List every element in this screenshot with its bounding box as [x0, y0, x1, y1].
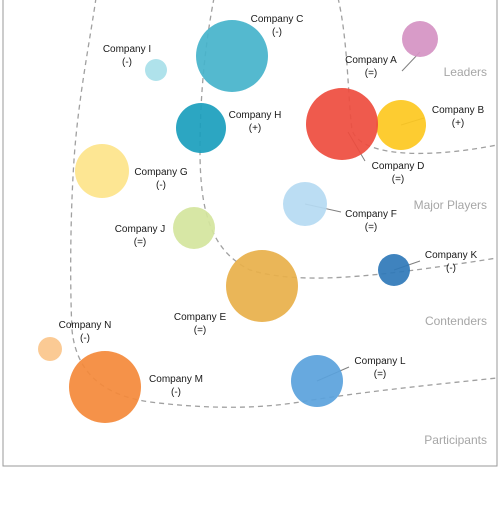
bubble-company-a — [402, 21, 438, 57]
company-label-company-c: Company C — [251, 14, 304, 25]
company-change-company-h: (+) — [249, 123, 262, 134]
company-label-company-m: Company M — [149, 374, 203, 385]
bubble-company-d — [306, 88, 378, 160]
bubble-company-n — [38, 337, 62, 361]
zone-label-major-players: Major Players — [414, 198, 487, 212]
company-change-company-d: (=) — [392, 174, 405, 185]
company-change-company-g: (-) — [156, 180, 166, 191]
bubble-company-f — [283, 182, 327, 226]
zone-boundary-1 — [70, 0, 498, 408]
company-change-company-b: (+) — [452, 118, 465, 129]
company-label-company-n: Company N — [59, 320, 112, 331]
zone-label-contenders: Contenders — [425, 314, 487, 328]
company-change-company-i: (-) — [122, 57, 132, 68]
company-label-company-k: Company K — [425, 250, 478, 261]
bubble-company-k — [378, 254, 410, 286]
zone-label-leaders: Leaders — [444, 65, 487, 79]
company-change-company-m: (-) — [171, 387, 181, 398]
company-change-company-f: (=) — [365, 222, 378, 233]
company-label-company-f: Company F — [345, 209, 397, 220]
bubble-company-e — [226, 250, 298, 322]
company-change-company-e: (=) — [194, 325, 207, 336]
bubble-company-b — [376, 100, 426, 150]
company-label-company-e: Company E — [174, 312, 227, 323]
company-label-company-j: Company J — [115, 224, 166, 235]
company-label-company-l: Company L — [354, 356, 406, 367]
zone-label-participants: Participants — [424, 433, 487, 447]
bubble-company-c — [196, 20, 268, 92]
company-labels: Company A (=) Company B (+) Company C (-) Comp… — [59, 14, 485, 398]
bubbles — [38, 20, 438, 423]
company-label-company-h: Company H — [229, 110, 282, 121]
bubble-company-i — [145, 59, 167, 81]
company-label-company-a: Company A — [345, 55, 397, 66]
company-change-company-a: (=) — [365, 68, 378, 79]
bubble-company-g — [75, 144, 129, 198]
company-label-company-i: Company I — [103, 44, 151, 55]
bubble-company-h — [176, 103, 226, 153]
company-label-company-g: Company G — [134, 167, 188, 178]
company-change-company-l: (=) — [374, 369, 387, 380]
bubble-company-l — [291, 355, 343, 407]
company-label-company-b: Company B — [432, 105, 485, 116]
company-change-company-j: (=) — [134, 237, 147, 248]
bubble-company-m — [69, 351, 141, 423]
company-change-company-c: (-) — [272, 27, 282, 38]
company-change-company-k: (-) — [446, 263, 456, 274]
company-label-company-d: Company D — [372, 161, 425, 172]
company-change-company-n: (-) — [80, 333, 90, 344]
zone-labels: Leaders Major Players Contenders Participan… — [414, 65, 487, 447]
bubble-company-j — [173, 207, 215, 249]
